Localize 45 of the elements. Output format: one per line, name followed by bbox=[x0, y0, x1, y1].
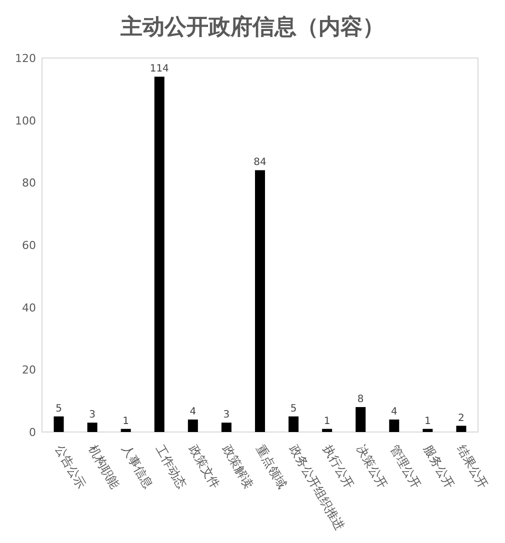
x-tick-label: 人事信息 bbox=[119, 442, 156, 492]
data-label: 114 bbox=[150, 64, 169, 75]
data-label: 4 bbox=[390, 406, 398, 418]
y-tick-label: 120 bbox=[15, 52, 36, 65]
data-label: 3 bbox=[89, 410, 96, 421]
data-label: 5 bbox=[56, 403, 62, 414]
data-label: 1 bbox=[324, 416, 330, 427]
bar bbox=[54, 416, 64, 432]
data-label: 4 bbox=[190, 406, 196, 418]
y-tick-label: 100 bbox=[15, 114, 36, 128]
data-label: 8 bbox=[357, 394, 364, 406]
bar bbox=[255, 170, 265, 432]
bar bbox=[422, 428, 433, 432]
data-label: 1 bbox=[122, 416, 130, 427]
y-tick-label: 40 bbox=[22, 301, 36, 314]
y-tick-label: 60 bbox=[22, 239, 36, 252]
y-tick-label: 20 bbox=[22, 364, 36, 377]
x-tick-label: 结果公开 bbox=[454, 442, 491, 492]
data-label: 84 bbox=[254, 157, 266, 168]
bar bbox=[356, 407, 366, 432]
x-tick-label: 服务公开 bbox=[421, 442, 458, 492]
data-label: 5 bbox=[290, 403, 297, 414]
bar bbox=[154, 76, 164, 432]
bar bbox=[389, 420, 400, 432]
data-label: 1 bbox=[424, 416, 431, 427]
data-label: 2 bbox=[458, 412, 464, 424]
x-tick-label: 机构职能 bbox=[86, 442, 122, 492]
x-tick-label: 公告公示 bbox=[52, 442, 88, 492]
chart-title: 主动公开政府信息（内容） bbox=[120, 14, 384, 39]
bar bbox=[120, 428, 131, 432]
data-label: 3 bbox=[223, 410, 230, 421]
y-tick-label: 0 bbox=[29, 426, 36, 439]
x-tick-label: 工作动态 bbox=[152, 442, 189, 492]
x-tick-label: 政策文件 bbox=[186, 442, 222, 492]
bar bbox=[456, 426, 466, 432]
bar bbox=[288, 416, 299, 432]
bar bbox=[87, 422, 98, 432]
x-tick-label: 重点领域 bbox=[253, 442, 290, 492]
bar bbox=[221, 422, 232, 432]
bar bbox=[188, 420, 198, 432]
bar bbox=[322, 428, 332, 432]
x-tick-label: 管理公开 bbox=[388, 442, 424, 492]
x-tick-label: 政策解读 bbox=[220, 442, 256, 492]
x-tick-label: 决策公开 bbox=[354, 442, 390, 492]
y-tick-label: 80 bbox=[22, 176, 36, 190]
